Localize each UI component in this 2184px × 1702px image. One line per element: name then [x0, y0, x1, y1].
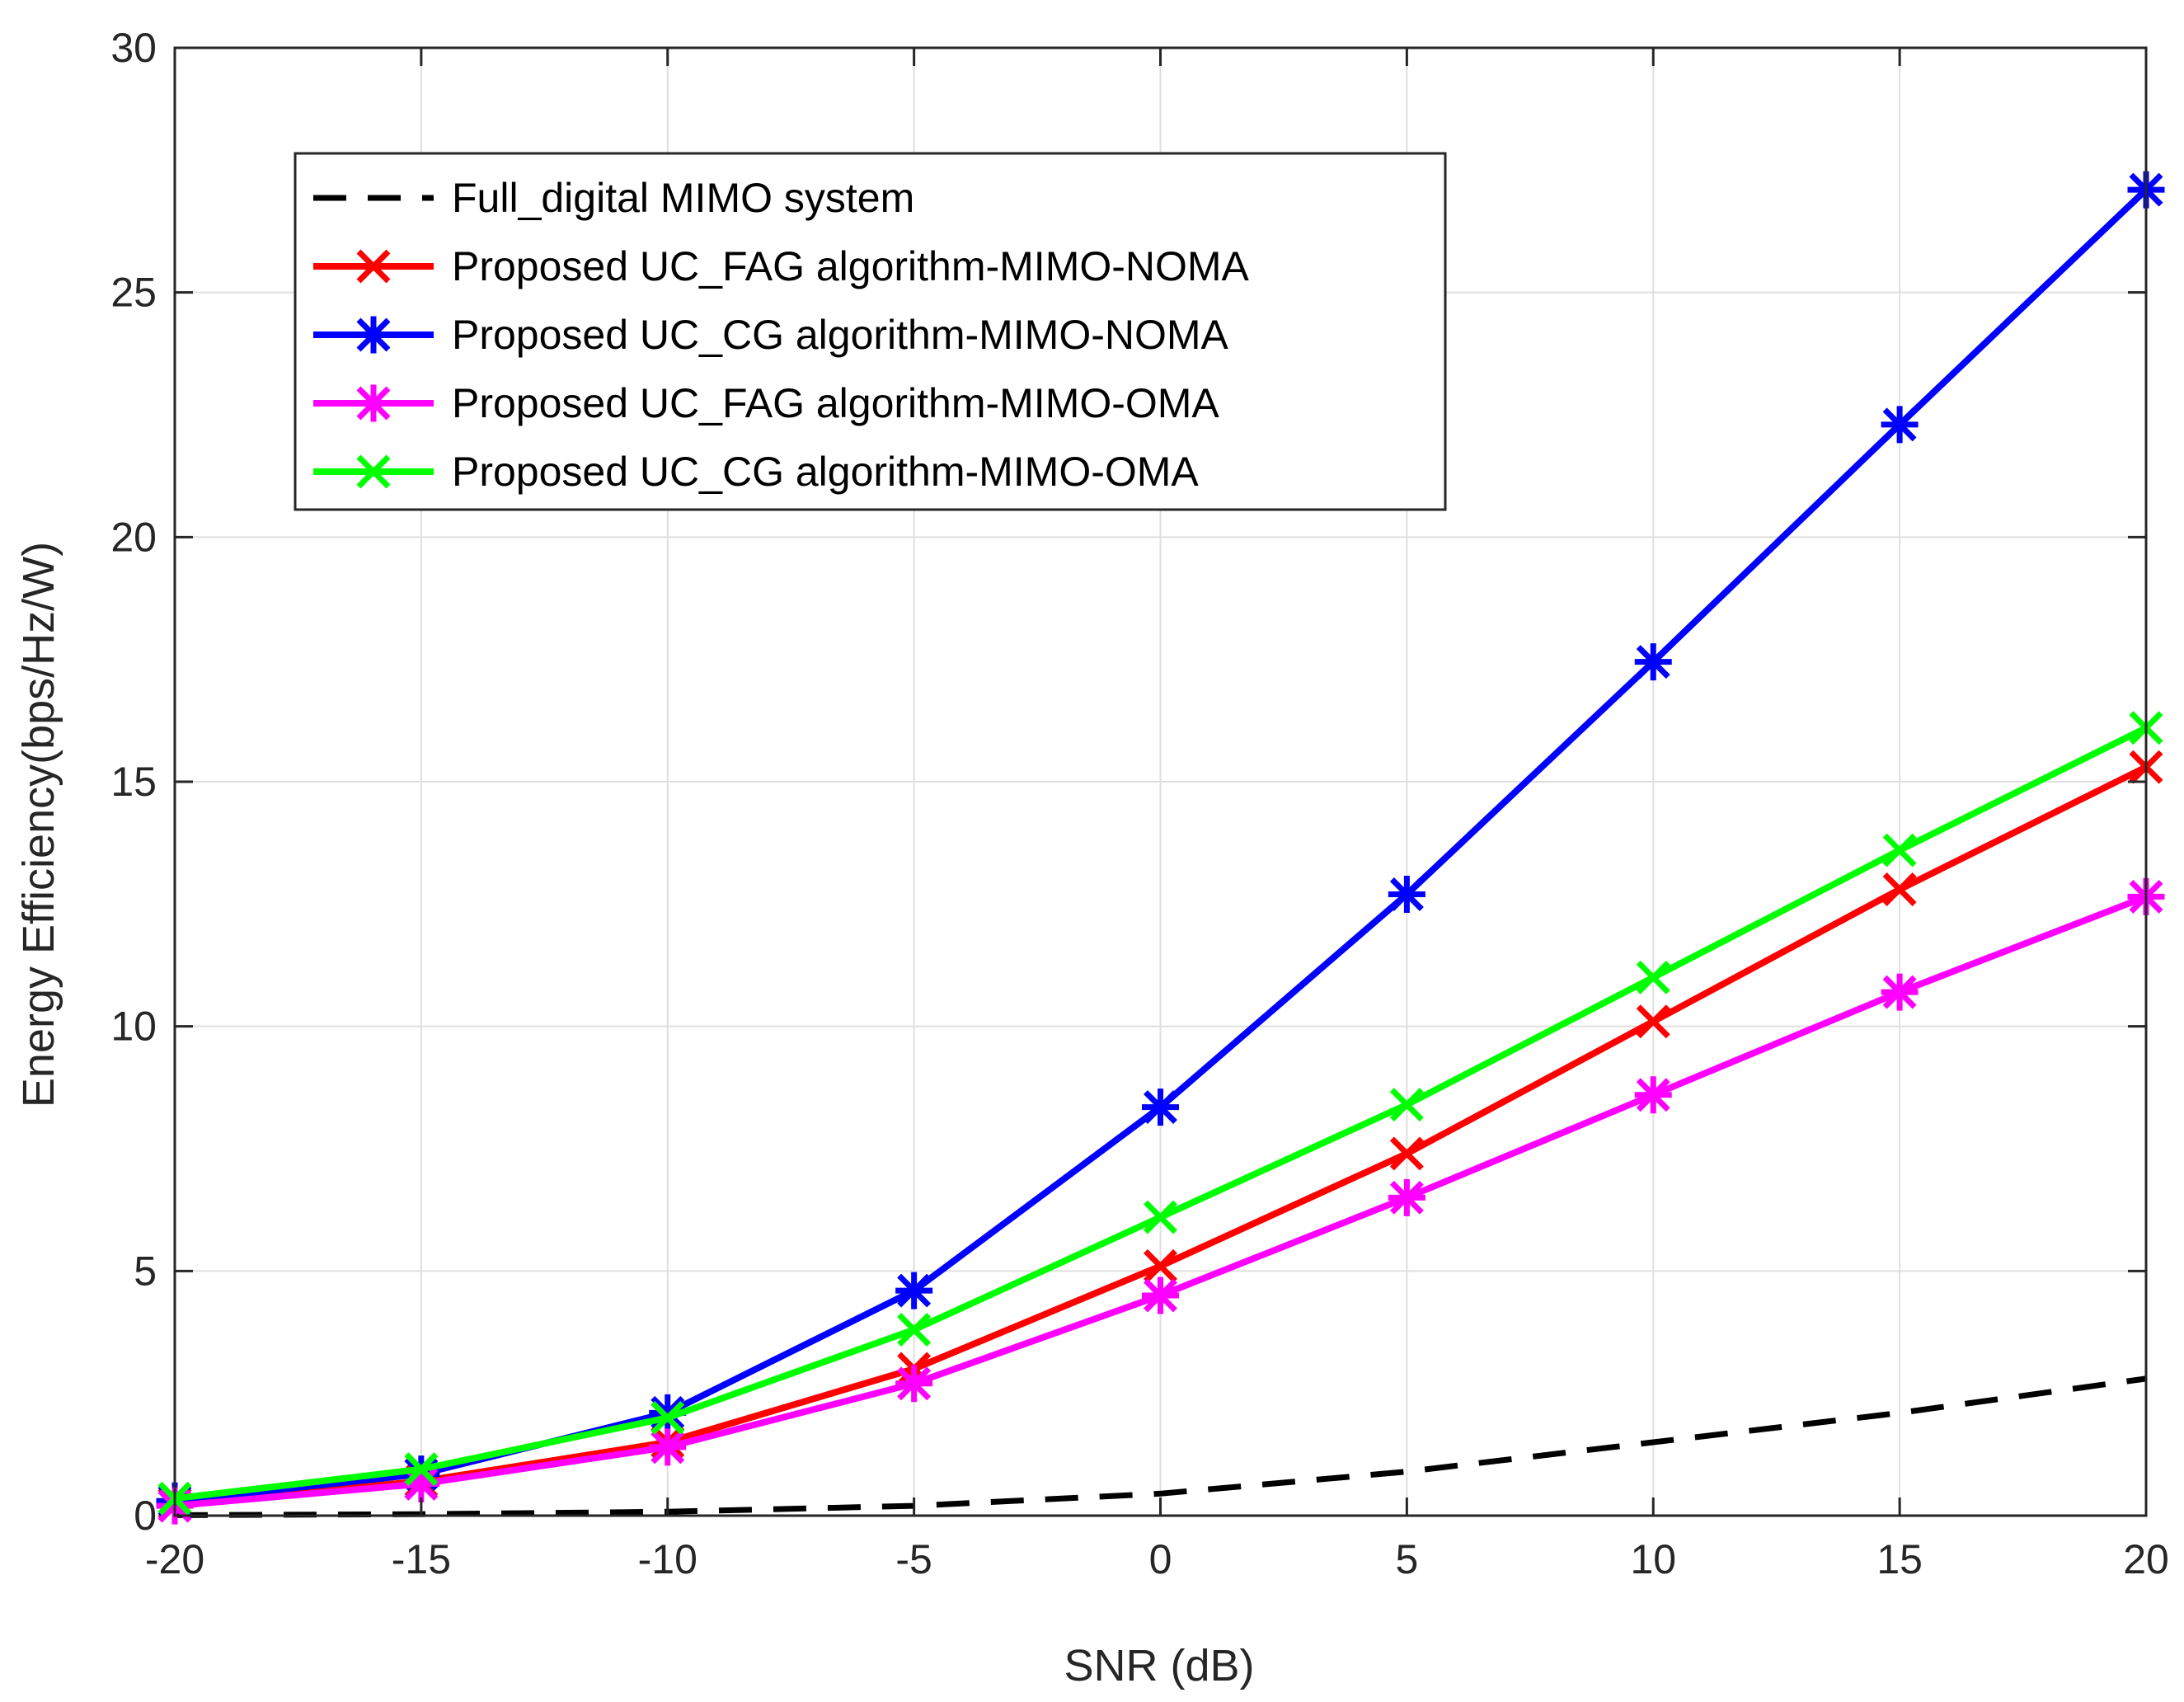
y-tick-label: 25: [110, 270, 157, 316]
series-layer: [156, 171, 2165, 1525]
legend-item: Full_digital MIMO system: [313, 175, 914, 221]
y-tick-label: 5: [134, 1248, 157, 1294]
data-point: [1882, 833, 1917, 867]
data-point: [1634, 1076, 1672, 1114]
legend-item: Proposed UC_CG algorithm-MIMO-NOMA: [313, 312, 1229, 358]
x-axis-label: SNR (dB): [1064, 1641, 1254, 1690]
legend-marker: [355, 384, 392, 422]
data-point: [1144, 1200, 1177, 1234]
data-point: [897, 1313, 932, 1347]
data-point: [1634, 643, 1672, 681]
data-point: [1882, 872, 1917, 907]
legend-label: Proposed UC_FAG algorithm-MIMO-OMA: [452, 380, 1219, 426]
legend-item: Proposed UC_CG algorithm-MIMO-OMA: [313, 449, 1199, 495]
x-tick-label: 0: [1149, 1536, 1172, 1582]
data-point: [1636, 1004, 1670, 1039]
x-tick-label: -10: [638, 1536, 697, 1582]
data-point: [895, 1365, 933, 1403]
x-tick-label: 5: [1395, 1536, 1418, 1582]
legend-item: Proposed UC_FAG algorithm-MIMO-OMA: [313, 380, 1219, 426]
legend-marker: [356, 249, 391, 284]
data-point: [1142, 1276, 1179, 1314]
legend-label: Proposed UC_CG algorithm-MIMO-OMA: [452, 449, 1199, 495]
data-point: [404, 1452, 439, 1487]
data-point: [1389, 1088, 1424, 1122]
data-point: [895, 1272, 933, 1309]
y-tick-label: 30: [110, 25, 157, 71]
data-point: [1881, 406, 1919, 444]
series-0: [174, 1375, 2147, 1518]
y-axis-label: Energy Efficiency(bps/Hz/W): [14, 542, 63, 1107]
legend: Full_digital MIMO system Proposed UC_FAG …: [294, 152, 1447, 511]
legend-marker: [356, 454, 391, 489]
x-tick-label: 10: [1630, 1536, 1676, 1582]
data-point: [1144, 1248, 1177, 1283]
x-tick-label: -20: [145, 1536, 204, 1582]
y-tick-label: 20: [110, 514, 157, 560]
data-point: [1636, 960, 1670, 994]
y-tick-label: 10: [110, 1004, 157, 1050]
legend-item: Proposed UC_FAG algorithm-MIMO-NOMA: [313, 243, 1250, 289]
x-tick-label: 20: [2123, 1536, 2169, 1582]
data-point: [1388, 1178, 1425, 1216]
legend-label: Proposed UC_CG algorithm-MIMO-NOMA: [452, 312, 1229, 358]
data-point: [651, 1400, 685, 1435]
legend-box: [294, 152, 1447, 511]
x-tick-label: 15: [1876, 1536, 1923, 1582]
x-tick-label: -15: [392, 1536, 451, 1582]
data-point: [1389, 1136, 1424, 1171]
legend-label: Proposed UC_FAG algorithm-MIMO-NOMA: [452, 243, 1250, 289]
series-line: [174, 1375, 2147, 1518]
y-tick-label: 0: [134, 1493, 157, 1539]
x-tick-label: -5: [895, 1536, 932, 1582]
data-point: [1142, 1088, 1179, 1126]
ticks: -20 -15 -10 -5 0 5 10 15 20 0 5 10 15 20 25 30: [110, 25, 2168, 1582]
data-point: [649, 1428, 687, 1466]
data-point: [1881, 973, 1919, 1011]
y-tick-label: 15: [110, 759, 157, 805]
legend-label: Full_digital MIMO system: [452, 175, 914, 221]
legend-marker: [355, 316, 392, 354]
data-point: [1388, 875, 1425, 913]
